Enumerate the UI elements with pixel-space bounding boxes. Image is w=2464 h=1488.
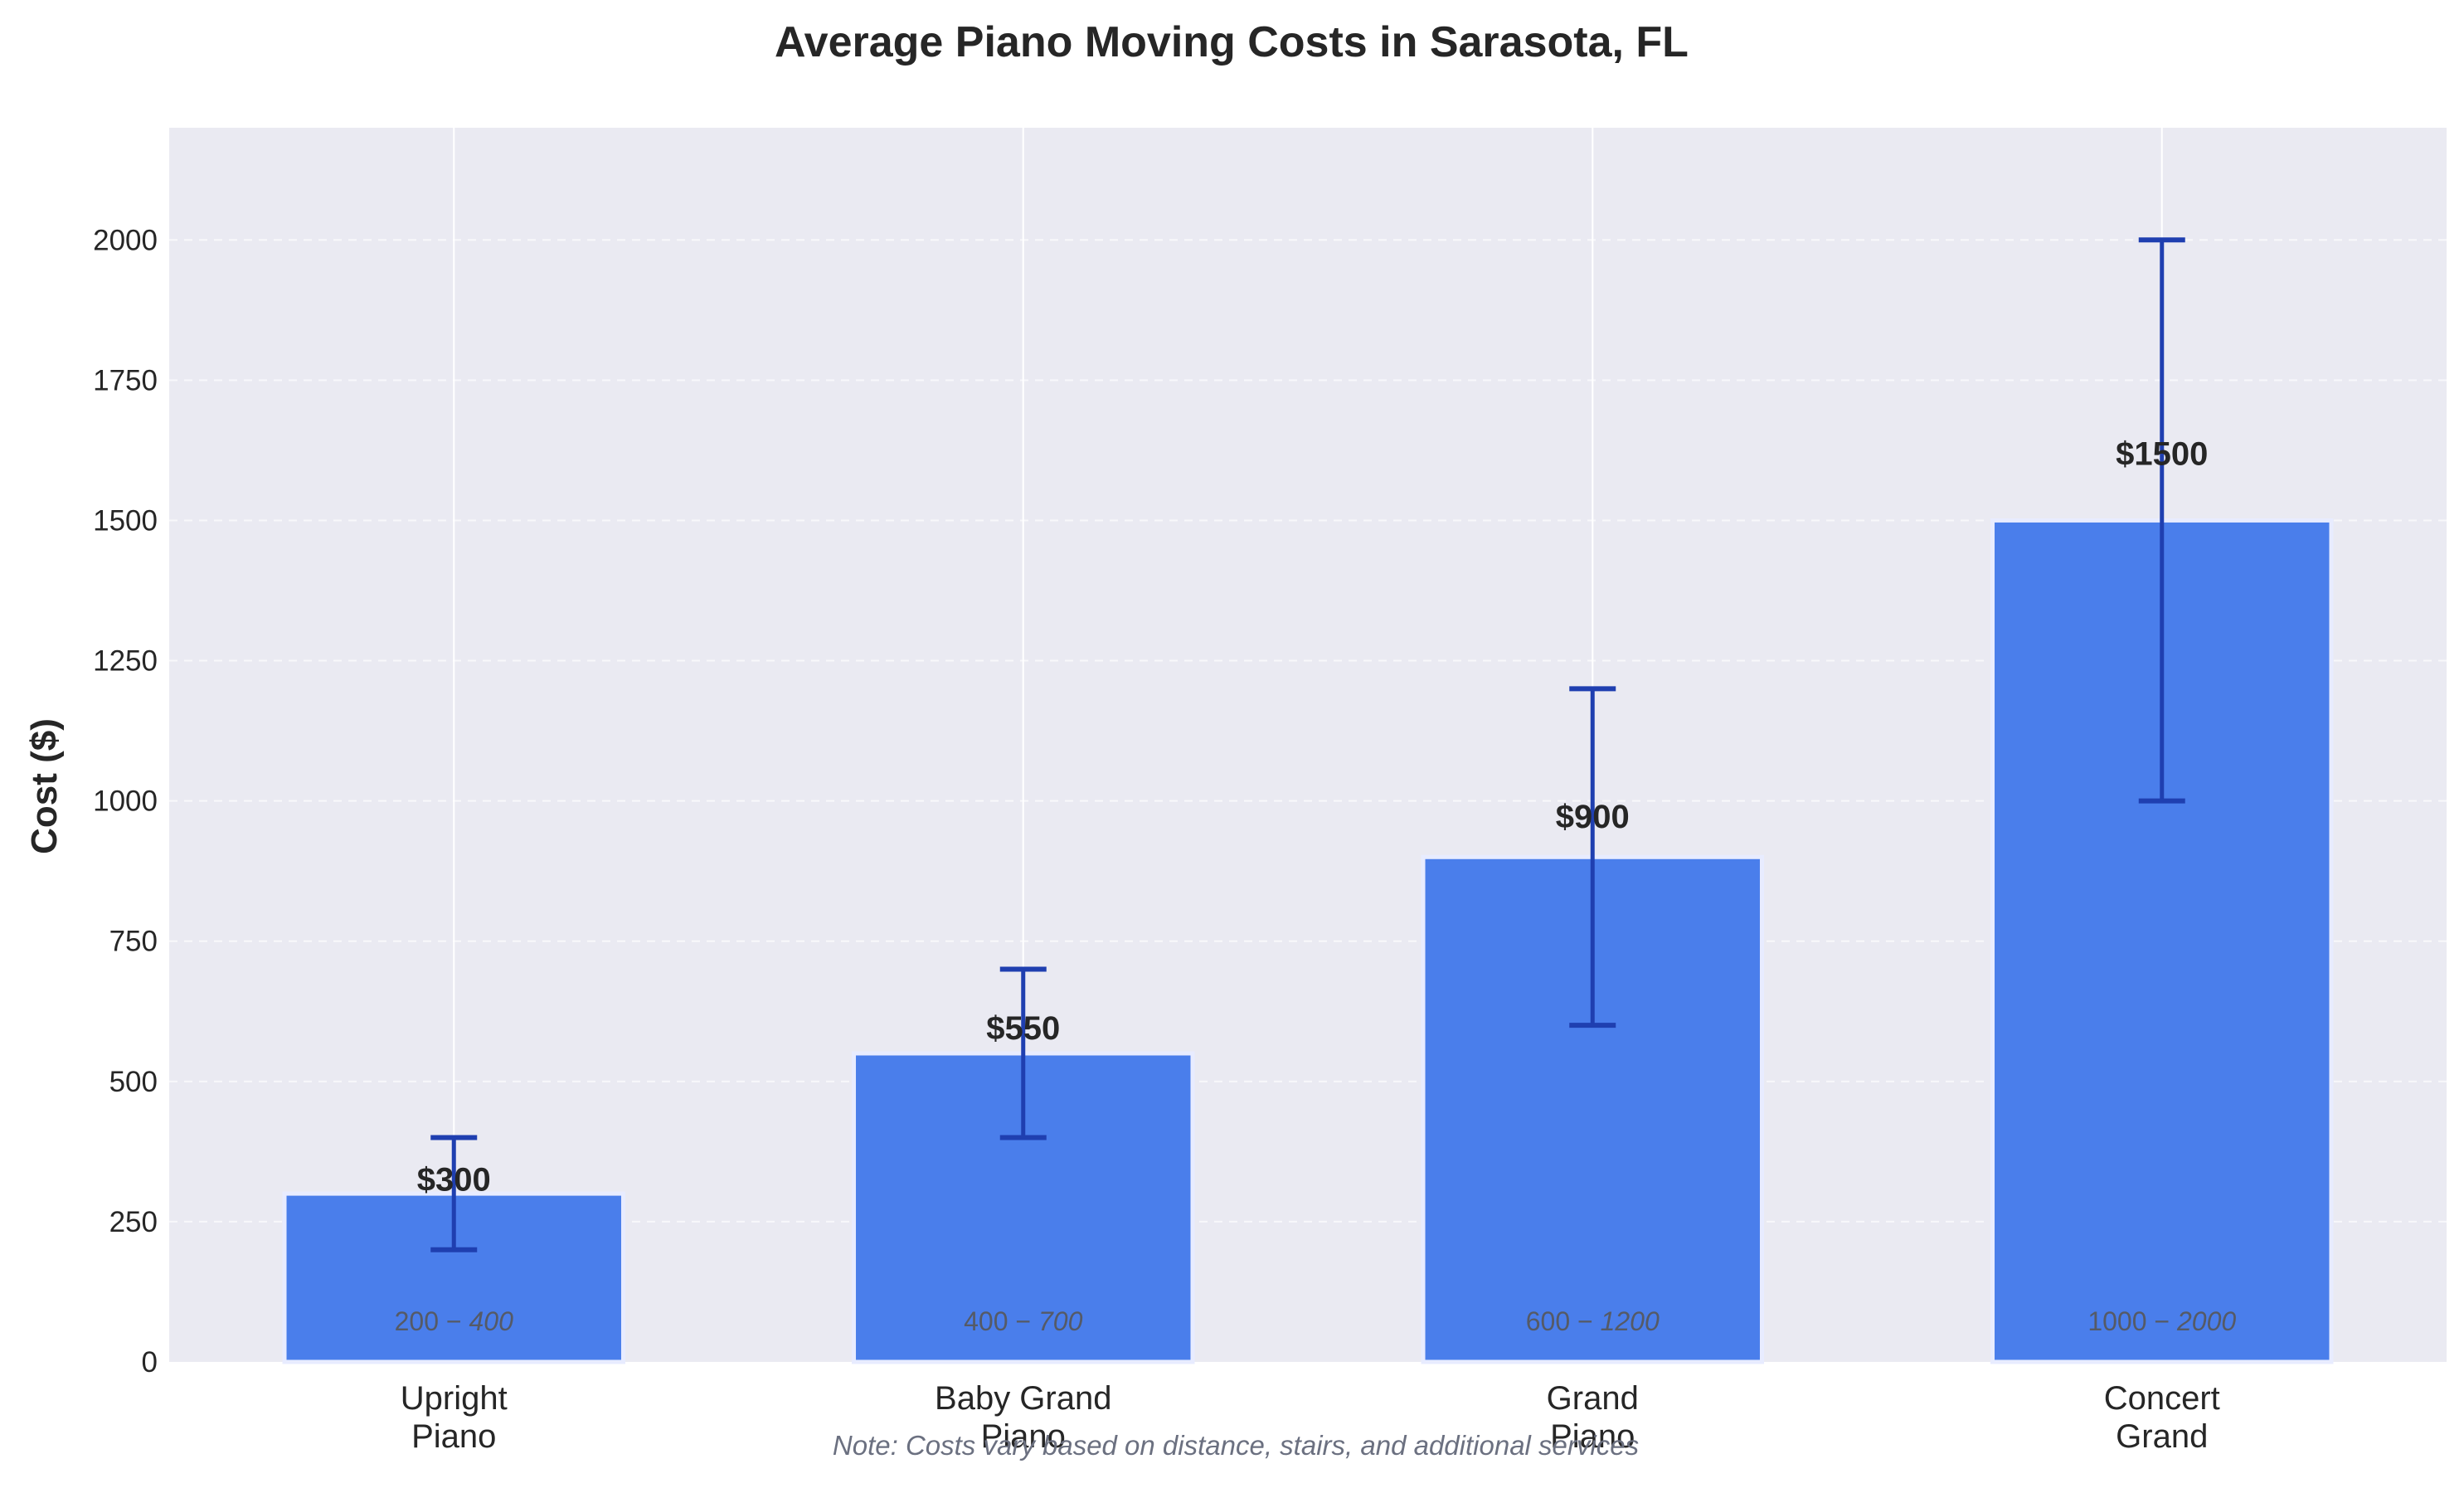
footnote: Note: Costs vary based on distance, stai…: [833, 1430, 1639, 1461]
x-tick-label: Grand: [1547, 1380, 1639, 1417]
y-tick-label: 500: [109, 1066, 158, 1098]
x-tick-label: Piano: [981, 1418, 1066, 1455]
y-tick-label: 0: [142, 1346, 158, 1379]
chart-title: Average Piano Moving Costs in Sarasota, …: [775, 18, 1689, 66]
value-label: $300: [417, 1161, 491, 1198]
value-label: $550: [986, 1010, 1060, 1047]
x-tick-label: Concert: [2104, 1380, 2220, 1417]
error-bars: [430, 237, 2185, 1252]
y-tick-label: 250: [109, 1206, 158, 1238]
y-tick-label: 750: [109, 926, 158, 958]
x-tick-label: Piano: [411, 1418, 496, 1455]
x-tick-label: Piano: [1550, 1418, 1635, 1455]
x-tick-label: Baby Grand: [935, 1380, 1111, 1417]
range-label: 600 − 1200: [1526, 1306, 1660, 1336]
y-tick-label: 1500: [93, 504, 158, 537]
x-tick-label: Grand: [2116, 1418, 2208, 1455]
range-label: 400 − 700: [964, 1306, 1082, 1336]
y-tick-label: 1250: [93, 645, 158, 678]
y-tick-label: 2000: [93, 224, 158, 256]
y-axis-label: Cost ($): [24, 718, 65, 854]
value-label: $900: [1556, 799, 1630, 835]
bars: [282, 518, 2334, 1364]
y-tick-label: 1000: [93, 785, 158, 818]
data-labels: $300 200 − 400 $550 400 − 700 $900 600 − 1200…: [395, 435, 2237, 1336]
y-tick-label: 1750: [93, 364, 158, 396]
range-label: 1000 − 2000: [2087, 1306, 2236, 1336]
range-label: 200 − 400: [395, 1306, 513, 1336]
value-label: $1500: [2116, 435, 2208, 472]
x-tick-label: Upright: [401, 1380, 508, 1417]
y-axis-ticks: 0 250 500 750 1000 1250 1500 1750 2000: [93, 224, 158, 1379]
